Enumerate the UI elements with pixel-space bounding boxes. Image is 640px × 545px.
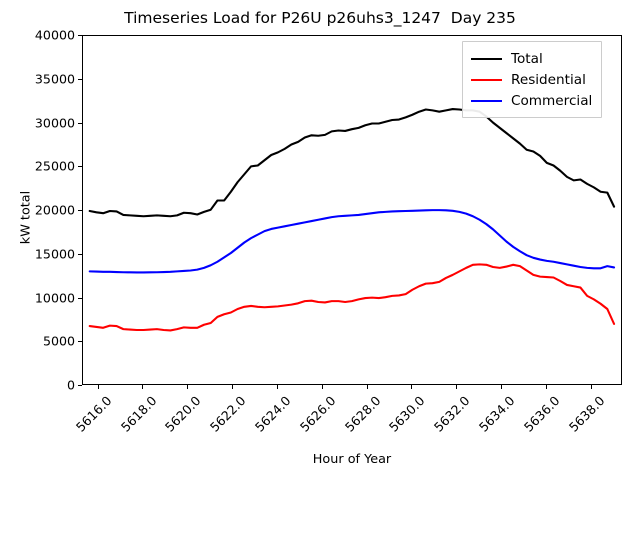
legend-label: Total xyxy=(511,50,543,67)
y-tick-mark xyxy=(78,123,82,124)
y-tick-label: 15000 xyxy=(34,246,75,262)
series-line-total xyxy=(88,108,616,218)
y-tick-label: 35000 xyxy=(34,71,75,87)
y-tick-label: 0 xyxy=(66,377,75,393)
y-tick-mark xyxy=(78,254,82,255)
x-tick-mark xyxy=(187,385,188,389)
chart-legend: Total Residential Commercial xyxy=(462,41,603,118)
x-tick-mark xyxy=(591,385,592,389)
legend-color-swatch xyxy=(471,78,502,81)
chart-figure: Timeseries Load for P26U p26uhs3_1247 Da… xyxy=(0,0,622,480)
legend-color-swatch xyxy=(471,57,502,60)
legend-label: Residential xyxy=(511,71,586,88)
x-tick-mark xyxy=(456,385,457,389)
x-tick-mark xyxy=(98,385,99,389)
y-tick-label: 40000 xyxy=(34,27,75,43)
y-tick-label: 10000 xyxy=(34,290,75,305)
x-tick-mark xyxy=(546,385,547,389)
y-axis-label: kW total xyxy=(18,190,34,245)
y-tick-label: 25000 xyxy=(34,158,75,174)
y-tick-mark xyxy=(78,298,82,299)
legend-item-commercial: Commercial xyxy=(471,90,592,111)
x-tick-mark xyxy=(232,385,233,389)
series-line-residential xyxy=(88,263,616,332)
x-tick-mark xyxy=(411,385,412,389)
series-line-commercial xyxy=(88,209,616,274)
y-tick-label: 30000 xyxy=(34,115,75,130)
x-tick-mark xyxy=(277,385,278,389)
chart-title: Timeseries Load for P26U p26uhs3_1247 Da… xyxy=(124,9,516,27)
series-lines xyxy=(88,108,616,332)
legend-item-residential: Residential xyxy=(471,69,592,90)
legend-label: Commercial xyxy=(511,92,593,109)
y-tick-mark xyxy=(78,341,82,342)
y-tick-mark xyxy=(78,79,82,80)
y-tick-mark xyxy=(78,210,82,211)
y-tick-mark xyxy=(78,385,82,386)
x-tick-mark xyxy=(501,385,502,389)
legend-item-total: Total xyxy=(471,48,592,69)
y-tick-label: 5000 xyxy=(42,333,75,349)
x-axis-label: Hour of Year xyxy=(312,452,392,467)
legend-color-swatch xyxy=(471,99,502,102)
y-tick-mark xyxy=(78,166,82,167)
x-tick-mark xyxy=(322,385,323,389)
x-tick-mark xyxy=(367,385,368,389)
y-tick-label: 20000 xyxy=(34,202,75,218)
y-axis-tick-labels: 0 5000 10000 15000 20000 25000 30000 35000 40000 xyxy=(0,0,75,480)
y-tick-mark xyxy=(78,35,82,36)
x-tick-mark xyxy=(142,385,143,389)
